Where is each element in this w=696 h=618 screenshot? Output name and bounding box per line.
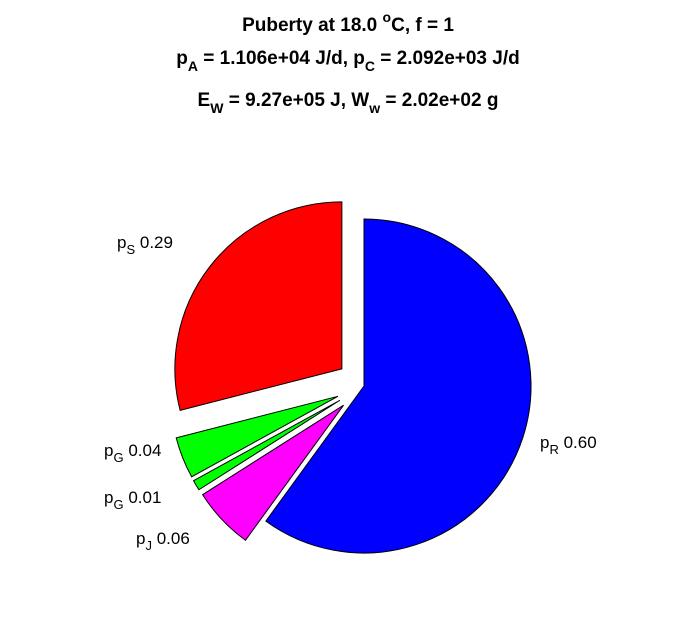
slice-label-pG-0.01: pG 0.01 [104, 488, 161, 512]
slice-pG-0.04 [175, 395, 339, 478]
slice-pS-0.29 [174, 201, 343, 411]
title-line-3: EW = 9.27e+05 J, Ww = 2.02e+02 g [198, 90, 499, 116]
slice-label-pR-0.60: pR 0.60 [540, 433, 597, 457]
title-line-2: pA = 1.106e+04 J/d, pC = 2.092e+03 J/d [176, 48, 519, 74]
slice-label-pJ-0.06: pJ 0.06 [136, 529, 190, 553]
title-line-1: Puberty at 18.0 oC, f = 1 [242, 9, 454, 36]
slice-label-pG-0.04: pG 0.04 [104, 441, 161, 465]
slice-pJ-0.06 [201, 404, 344, 541]
slice-pG-0.01 [192, 399, 341, 491]
slice-pR-0.60 [265, 218, 532, 554]
chart-title: Puberty at 18.0 oC, f = 1 pA = 1.106e+04 … [176, 9, 519, 116]
slice-labels: pR 0.60 pJ 0.06 pG 0.01 pG 0.04 pS 0.29 [104, 233, 597, 553]
slice-label-pS-0.29: pS 0.29 [117, 233, 173, 257]
pie-slices [174, 201, 532, 554]
